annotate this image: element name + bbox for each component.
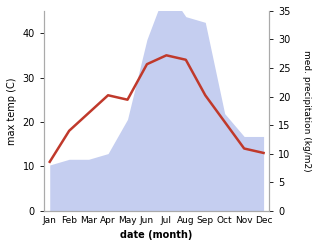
- Y-axis label: med. precipitation (kg/m2): med. precipitation (kg/m2): [302, 50, 311, 172]
- Y-axis label: max temp (C): max temp (C): [7, 77, 17, 144]
- X-axis label: date (month): date (month): [121, 230, 193, 240]
